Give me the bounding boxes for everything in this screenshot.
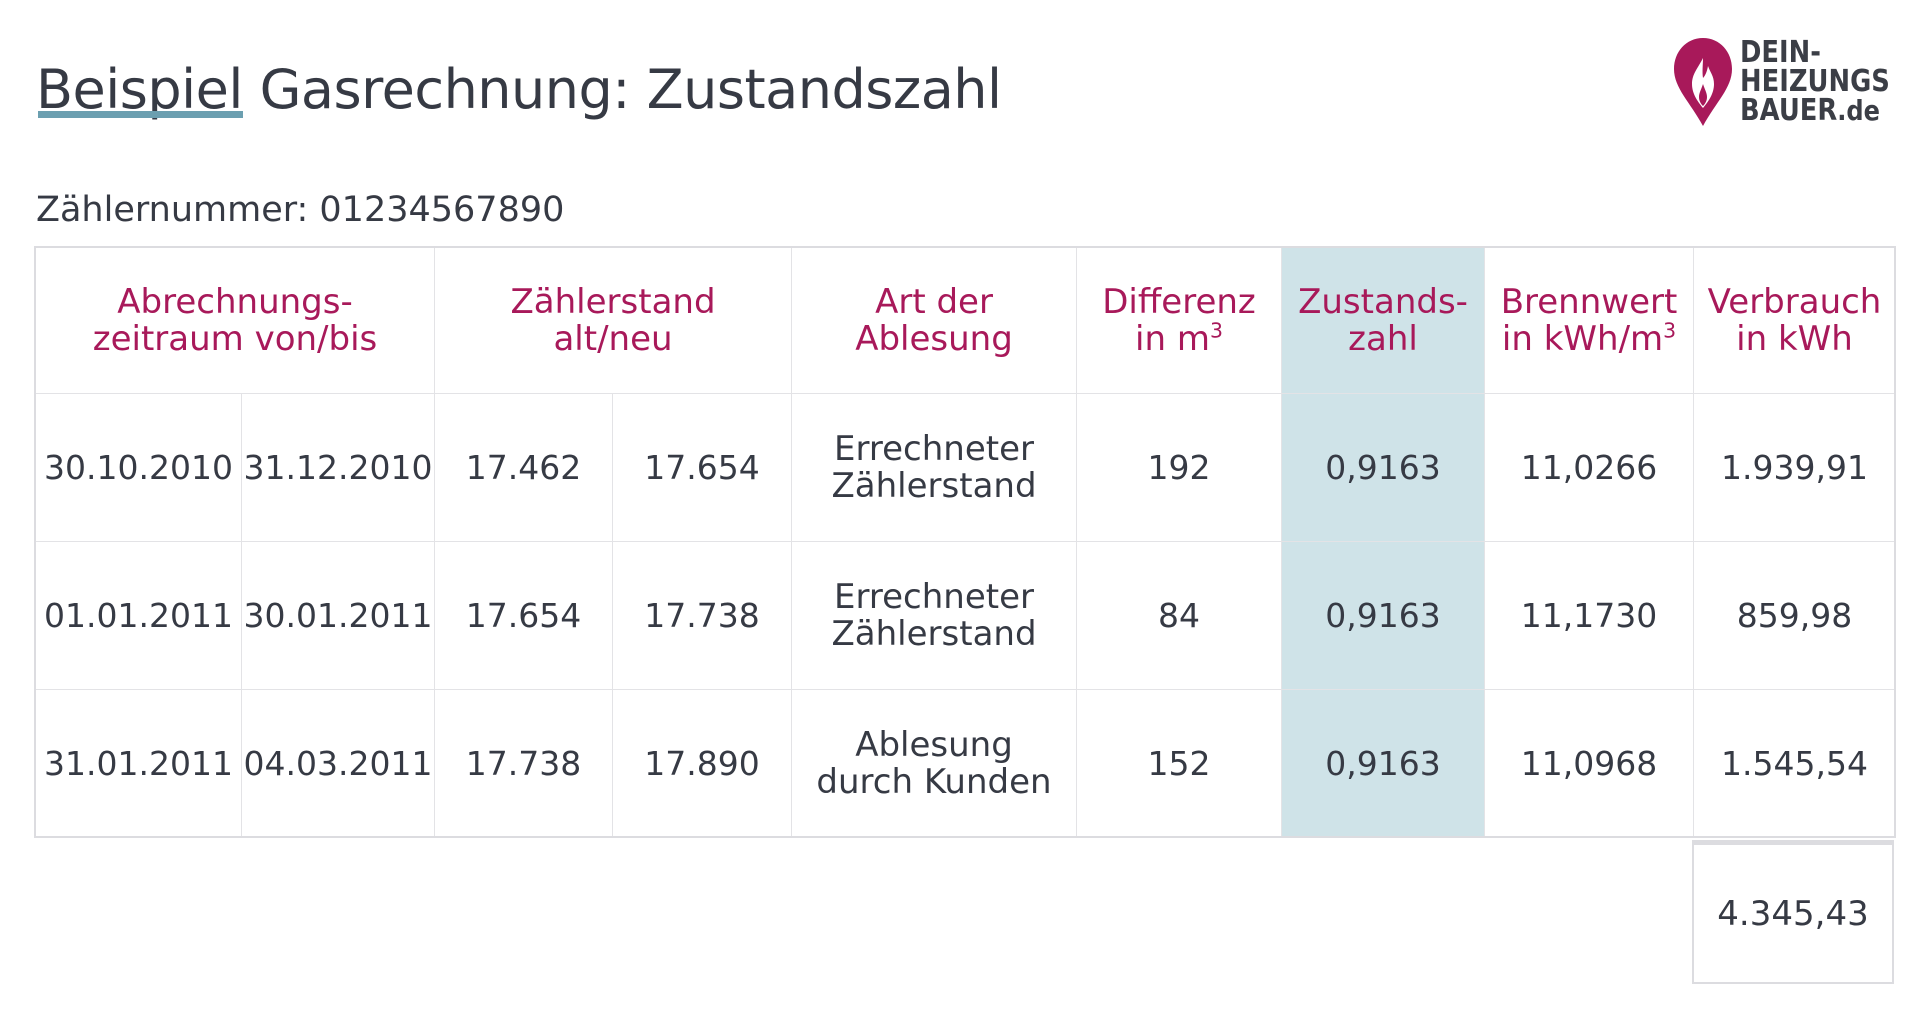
logo-tld: .de — [1837, 94, 1881, 127]
cell-new-reading: 17.738 — [612, 541, 793, 690]
cell-reading-type-line-2: durch Kunden — [816, 761, 1052, 802]
cell-consumption: 1.939,91 — [1693, 393, 1897, 542]
cell-from: 01.01.2011 — [35, 541, 242, 690]
cell-to: 30.01.2011 — [240, 541, 436, 690]
header-diff-line-2: in m3 — [1078, 318, 1281, 359]
cell-brennwert: 11,0968 — [1484, 689, 1695, 838]
header-brennwert-exponent: 3 — [1663, 318, 1677, 343]
header-period-line-1: Abrechnungs- — [117, 281, 353, 322]
header-brennwert-unit: in kWh/m — [1501, 318, 1664, 359]
header-calorific: Brennwert in kWh/m3 — [1484, 247, 1695, 394]
header-type-line-1: Art der — [875, 281, 993, 322]
logo-wordmark: DEIN- HEIZUNGS BAUER.de — [1740, 35, 1890, 128]
title-underline — [38, 111, 243, 118]
header-diff-line-1: Differenz — [1102, 281, 1256, 322]
header-z-line-1: Zustands- — [1298, 281, 1468, 322]
cell-reading-type: Errechneter Zählerstand — [791, 541, 1078, 690]
cell-reading-type-line-2: Zählerstand — [831, 613, 1037, 654]
cell-reading-type-line-1: Errechneter — [834, 428, 1034, 469]
cell-brennwert: 11,0266 — [1484, 393, 1695, 542]
logo-line-1: DEIN- — [1740, 35, 1821, 70]
cell-consumption: 1.545,54 — [1693, 689, 1897, 838]
table-header-row: Abrechnungs- zeitraum von/bis Zählerstan… — [34, 247, 1897, 394]
header-brennwert-line-2: in kWh/m3 — [1486, 318, 1693, 359]
cell-old-reading: 17.462 — [434, 393, 614, 542]
header-reading-type: Art der Ablesung — [791, 247, 1078, 394]
header-diff-unit: in m — [1135, 318, 1210, 359]
header-meter-reading: Zählerstand alt/neu — [434, 247, 793, 394]
cell-reading-type: Errechneter Zählerstand — [791, 393, 1078, 542]
header-consumption-line-2: in kWh — [1736, 318, 1853, 359]
cell-difference: 192 — [1076, 393, 1283, 542]
cell-old-reading: 17.654 — [434, 541, 614, 690]
cell-brennwert: 11,1730 — [1484, 541, 1695, 690]
cell-reading-type-line-1: Errechneter — [834, 576, 1034, 617]
header-consumption-line-1: Verbrauch — [1707, 281, 1882, 322]
cell-from: 30.10.2010 — [35, 393, 242, 542]
cell-new-reading: 17.890 — [612, 689, 793, 838]
header-zustandszahl: Zustands- zahl — [1281, 247, 1486, 394]
cell-to: 31.12.2010 — [240, 393, 436, 542]
header-period-line-2: zeitraum von/bis — [92, 318, 378, 359]
cell-difference: 152 — [1076, 689, 1283, 838]
cell-from: 31.01.2011 — [35, 689, 242, 838]
total-consumption: 4.345,43 — [1692, 840, 1894, 984]
cell-difference: 84 — [1076, 541, 1283, 690]
logo-line-2: HEIZUNGS — [1740, 64, 1890, 99]
table-row: 01.01.2011 30.01.2011 17.654 17.738 Erre… — [35, 541, 1897, 690]
logo-line-3: BAUER.de — [1740, 93, 1890, 128]
table-row: 31.01.2011 04.03.2011 17.738 17.890 Able… — [35, 689, 1897, 838]
page-title: Beispiel Gasrechnung: Zustandszahl — [36, 58, 1002, 122]
header-brennwert-line-1: Brennwert — [1500, 281, 1678, 322]
header-diff-exponent: 3 — [1209, 318, 1223, 343]
brand-logo[interactable]: DEIN- HEIZUNGS BAUER.de — [1672, 36, 1892, 128]
header-consumption: Verbrauch in kWh — [1693, 247, 1897, 394]
gas-bill-table: Abrechnungs- zeitraum von/bis Zählerstan… — [34, 247, 1897, 838]
cell-consumption: 859,98 — [1693, 541, 1897, 690]
cell-reading-type-line-2: Zählerstand — [831, 465, 1037, 506]
header-period: Abrechnungs- zeitraum von/bis — [34, 247, 436, 394]
table-row: 30.10.2010 31.12.2010 17.462 17.654 Erre… — [35, 393, 1897, 542]
cell-old-reading: 17.738 — [434, 689, 614, 838]
logo-line-3-main: BAUER — [1740, 93, 1838, 128]
flame-drop-icon — [1674, 38, 1732, 126]
header-difference: Differenz in m3 — [1076, 247, 1283, 394]
cell-reading-type: Ablesung durch Kunden — [791, 689, 1078, 838]
cell-reading-type-line-1: Ablesung — [855, 724, 1013, 765]
header-type-line-2: Ablesung — [855, 318, 1013, 359]
cell-zustandszahl: 0,9163 — [1281, 689, 1486, 838]
cell-to: 04.03.2011 — [240, 689, 436, 838]
meter-number: Zählernummer: 01234567890 — [36, 190, 565, 230]
header-z-line-2: zahl — [1348, 318, 1418, 359]
header-meter-line-1: Zählerstand — [510, 281, 716, 322]
cell-zustandszahl: 0,9163 — [1281, 541, 1486, 690]
cell-zustandszahl: 0,9163 — [1281, 393, 1486, 542]
cell-new-reading: 17.654 — [612, 393, 793, 542]
header-meter-line-2: alt/neu — [553, 318, 673, 359]
